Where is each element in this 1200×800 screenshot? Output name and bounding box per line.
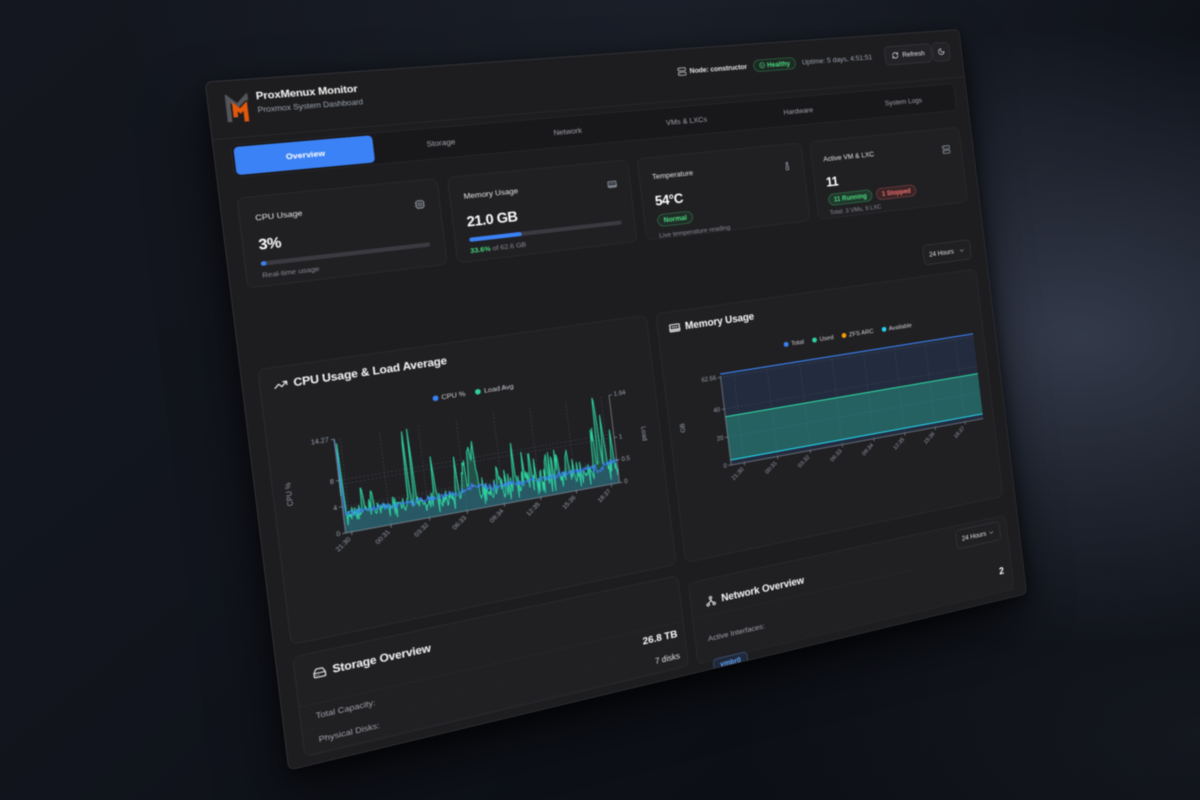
svg-text:1: 1 <box>618 432 622 440</box>
svg-text:14.27: 14.27 <box>311 436 330 447</box>
svg-text:06:33: 06:33 <box>450 514 468 531</box>
svg-text:1.94: 1.94 <box>613 389 626 398</box>
svg-text:0: 0 <box>624 477 628 485</box>
svg-text:GB: GB <box>678 423 686 434</box>
svg-text:0.5: 0.5 <box>621 454 630 463</box>
svg-text:15:36: 15:36 <box>560 494 577 511</box>
svg-text:20: 20 <box>717 434 724 442</box>
svg-text:12:35: 12:35 <box>892 436 906 451</box>
svg-text:09:34: 09:34 <box>488 507 505 524</box>
svg-text:00:31: 00:31 <box>763 459 778 475</box>
svg-text:Load: Load <box>639 426 648 442</box>
svg-text:0: 0 <box>336 530 341 539</box>
svg-text:15:36: 15:36 <box>922 430 936 445</box>
svg-text:18:37: 18:37 <box>596 487 612 504</box>
svg-text:03:32: 03:32 <box>412 521 430 538</box>
svg-text:4: 4 <box>333 504 338 513</box>
svg-text:CPU %: CPU % <box>283 482 295 507</box>
svg-text:03:32: 03:32 <box>796 453 811 469</box>
svg-text:0: 0 <box>723 462 727 470</box>
svg-text:40: 40 <box>713 406 720 414</box>
svg-text:18:37: 18:37 <box>952 425 965 440</box>
svg-text:62.56: 62.56 <box>701 374 716 384</box>
svg-text:06:33: 06:33 <box>829 447 843 462</box>
svg-text:21:30: 21:30 <box>730 466 745 482</box>
svg-text:00:31: 00:31 <box>373 528 391 546</box>
svg-text:8: 8 <box>329 477 334 486</box>
svg-text:12:35: 12:35 <box>524 500 541 517</box>
svg-text:09:34: 09:34 <box>860 442 874 457</box>
